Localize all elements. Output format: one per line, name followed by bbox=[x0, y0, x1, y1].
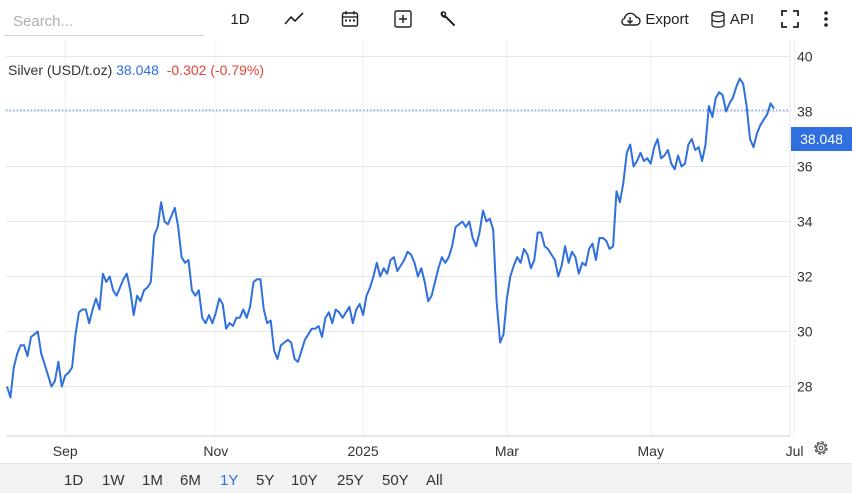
interval-selector[interactable]: 1D bbox=[230, 10, 250, 28]
x-tick-label: Nov bbox=[203, 443, 228, 459]
range-button-10y[interactable]: 10Y bbox=[291, 472, 318, 489]
cloud-download-icon[interactable] bbox=[618, 7, 642, 31]
chart-type-icon[interactable] bbox=[283, 7, 305, 31]
more-vertical-icon[interactable] bbox=[818, 7, 834, 31]
chart-area[interactable]: 28 30 32 34 36 38 40 Sep Nov 2025 Mar May Jul bbox=[0, 40, 852, 463]
fullscreen-icon[interactable] bbox=[779, 7, 801, 31]
range-selector: 1D 1W 1M 6M 1Y 5Y 10Y 25Y 50Y All bbox=[0, 463, 852, 493]
price-chart[interactable]: 28 30 32 34 36 38 40 Sep Nov 2025 Mar May Jul bbox=[0, 40, 852, 463]
y-tick-label: 28 bbox=[797, 379, 813, 395]
y-tick-label: 40 bbox=[797, 49, 813, 65]
x-tick-label: Jul bbox=[786, 443, 804, 459]
x-tick-label: May bbox=[638, 443, 664, 459]
gear-icon[interactable] bbox=[811, 438, 831, 458]
y-tick-label: 30 bbox=[797, 324, 813, 340]
y-tick-label: 34 bbox=[797, 214, 813, 230]
legend-symbol-name: Silver (USD/t.oz) bbox=[8, 62, 113, 78]
toolbar: 1D Export API bbox=[0, 0, 852, 40]
range-button-1d[interactable]: 1D bbox=[64, 472, 84, 489]
y-tick-label: 36 bbox=[797, 159, 813, 175]
range-button-25y[interactable]: 25Y bbox=[337, 472, 364, 489]
export-button[interactable]: Export bbox=[645, 10, 689, 28]
range-button-1y[interactable]: 1Y bbox=[220, 472, 239, 489]
last-price-tag: 38.048 bbox=[791, 127, 852, 151]
legend-last-value: 38.048 bbox=[116, 62, 159, 78]
database-icon[interactable] bbox=[709, 7, 727, 31]
calendar-icon[interactable] bbox=[339, 7, 361, 31]
api-button[interactable]: API bbox=[729, 10, 755, 28]
wrench-icon[interactable] bbox=[437, 7, 459, 31]
add-indicator-icon[interactable] bbox=[392, 7, 414, 31]
range-button-all[interactable]: All bbox=[426, 472, 443, 489]
y-tick-label: 32 bbox=[797, 269, 813, 285]
x-tick-label: Mar bbox=[495, 443, 519, 459]
x-tick-label: Sep bbox=[53, 443, 78, 459]
range-button-50y[interactable]: 50Y bbox=[382, 472, 409, 489]
chart-legend: Silver (USD/t.oz) 38.048 -0.302 (-0.79%) bbox=[8, 62, 264, 78]
search-input[interactable] bbox=[4, 8, 204, 36]
y-tick-label: 38 bbox=[797, 104, 813, 120]
range-button-1m[interactable]: 1M bbox=[142, 472, 163, 489]
range-button-1w[interactable]: 1W bbox=[102, 472, 125, 489]
range-button-5y[interactable]: 5Y bbox=[256, 472, 275, 489]
series-line-silver bbox=[6, 77, 775, 399]
x-tick-label: 2025 bbox=[348, 443, 379, 459]
legend-change: -0.302 (-0.79%) bbox=[166, 62, 265, 78]
range-button-6m[interactable]: 6M bbox=[180, 472, 201, 489]
